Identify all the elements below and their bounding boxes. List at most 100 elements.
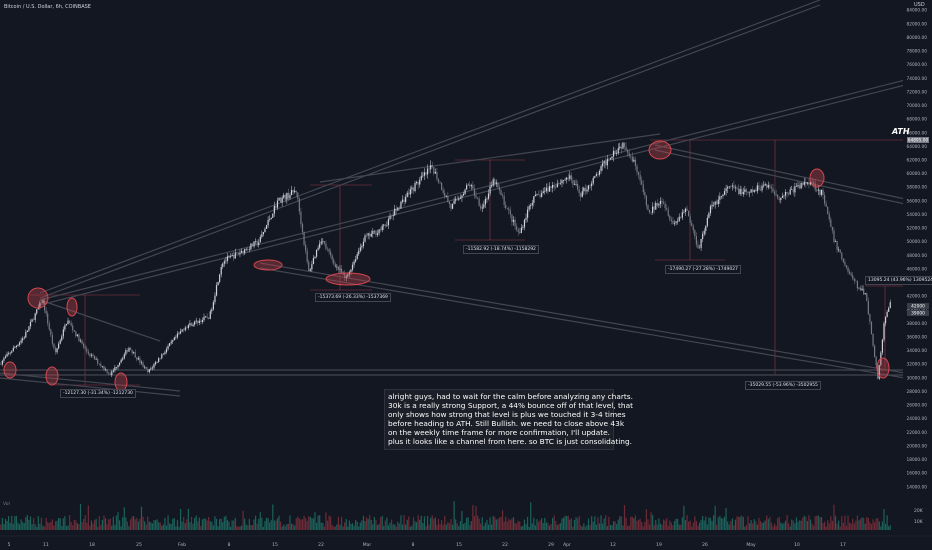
volume-bar [631, 516, 633, 530]
candle-body [53, 343, 55, 348]
candle-body [18, 342, 21, 346]
channel-line [654, 149, 906, 205]
volume-bar [692, 522, 694, 530]
volume-bar [42, 525, 44, 530]
candle-body [25, 332, 27, 338]
volume-bar [204, 518, 207, 530]
volume-bar [464, 522, 466, 530]
volume-bar [300, 519, 302, 530]
candle-body [475, 195, 477, 198]
time-tick-label: 29 [548, 542, 554, 548]
volume-bar [253, 519, 255, 530]
candle-layer [0, 141, 891, 381]
volume-bar [691, 526, 693, 530]
candle-body [239, 252, 241, 254]
volume-bar [738, 516, 740, 530]
candle-body [336, 266, 338, 268]
volume-bar [791, 519, 793, 530]
candle-body [212, 302, 214, 310]
volume-bar [852, 518, 854, 530]
candle-body [722, 194, 724, 197]
volume-bar [416, 522, 418, 530]
candle-body [797, 185, 799, 187]
candle-body [467, 184, 469, 186]
candle-body [723, 191, 726, 195]
volume-bar [556, 524, 558, 530]
candle-body [500, 190, 502, 195]
candle-body [372, 231, 374, 234]
volume-bar [614, 521, 616, 530]
candle-body [301, 223, 304, 232]
volume-bar [436, 525, 438, 530]
candle-body [289, 195, 291, 199]
candle-body [305, 244, 307, 251]
volume-bar [212, 525, 214, 530]
volume-bar [501, 510, 504, 530]
candle-body [405, 197, 407, 202]
candle-body [822, 189, 824, 195]
candle-body [156, 361, 158, 363]
volume-bar [528, 526, 530, 530]
candle-body [637, 172, 640, 175]
circle-layer [3, 140, 890, 392]
volume-bar [605, 515, 607, 530]
candle-body [22, 338, 24, 341]
candle-body [455, 199, 457, 201]
candle-body [442, 190, 444, 193]
candle-body [489, 186, 491, 194]
candle-body [416, 182, 418, 184]
candle-body [872, 334, 874, 346]
volume-bar [165, 525, 168, 530]
candle-body [558, 183, 560, 184]
candle-body [756, 185, 758, 192]
candle-body [125, 350, 127, 355]
volume-bar [497, 518, 499, 530]
volume-bar [194, 517, 196, 530]
volume-bar [275, 520, 277, 530]
volume-bar [242, 510, 244, 530]
volume-bar [250, 525, 252, 530]
candle-body [159, 358, 161, 359]
candle-body [803, 182, 805, 185]
volume-bar [100, 524, 102, 530]
candle-body [480, 205, 482, 209]
volume-bar [702, 515, 704, 530]
candle-body [580, 193, 582, 197]
price-tick-label: 14000.00 [906, 484, 927, 490]
candle-body [184, 327, 186, 331]
volume-bar [276, 518, 279, 530]
volume-bar [192, 523, 194, 530]
candle-body [567, 177, 569, 179]
volume-bar [769, 516, 771, 530]
volume-bar [730, 521, 732, 530]
candle-body [875, 357, 877, 366]
price-tick-label: 30000.00 [906, 375, 927, 381]
candle-body [376, 233, 379, 235]
candle-body [466, 185, 468, 190]
volume-bar [656, 524, 658, 530]
candle-body [265, 225, 268, 229]
volume-bar [773, 523, 776, 530]
candle-body [231, 255, 233, 256]
candle-body [403, 199, 405, 202]
candle-body [406, 192, 408, 198]
candle-body [355, 259, 357, 262]
candle-body [523, 219, 526, 228]
candle-body [68, 320, 71, 323]
volume-bar [373, 516, 375, 530]
volume-bar [495, 519, 497, 530]
volume-bar [93, 519, 96, 530]
volume-bar [190, 516, 193, 530]
candle-body [775, 194, 777, 195]
volume-bar [545, 522, 547, 530]
candle-body [398, 207, 401, 209]
price-tick-label: 52000.00 [906, 226, 927, 232]
candle-body [386, 225, 388, 226]
volume-bar [308, 516, 310, 530]
candle-body [92, 354, 94, 357]
volume-bar [380, 517, 382, 530]
candle-body [617, 148, 619, 153]
candle-body [677, 221, 679, 222]
volume-bar [473, 516, 476, 530]
